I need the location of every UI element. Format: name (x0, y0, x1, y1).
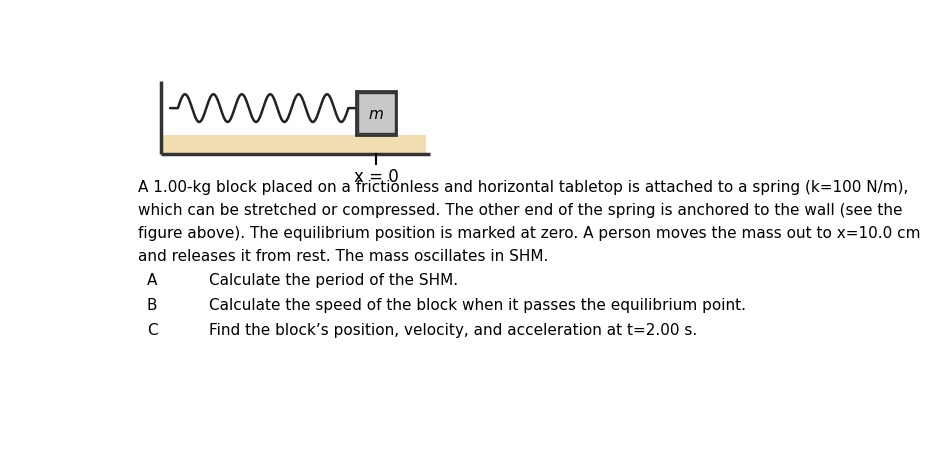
Text: m: m (369, 106, 384, 121)
Bar (358, 94, 395, 134)
Text: A: A (146, 272, 158, 287)
Text: which can be stretched or compressed. The other end of the spring is anchored to: which can be stretched or compressed. Th… (137, 202, 902, 218)
Text: Calculate the speed of the block when it passes the equilibrium point.: Calculate the speed of the block when it… (209, 297, 746, 312)
Bar (160, 136, 425, 155)
Text: figure above). The equilibrium position is marked at zero. A person moves the ma: figure above). The equilibrium position … (137, 226, 921, 241)
Text: Find the block’s position, velocity, and acceleration at t=2.00 s.: Find the block’s position, velocity, and… (209, 323, 697, 338)
Text: A 1.00-kg block placed on a frictionless and horizontal tabletop is attached to : A 1.00-kg block placed on a frictionless… (137, 179, 908, 195)
Text: C: C (146, 323, 158, 338)
Bar (356, 92, 397, 136)
Text: B: B (146, 297, 158, 312)
Text: x = 0: x = 0 (354, 167, 399, 185)
Text: Calculate the period of the SHM.: Calculate the period of the SHM. (209, 272, 458, 287)
Text: and releases it from rest. The mass oscillates in SHM.: and releases it from rest. The mass osci… (137, 249, 548, 263)
